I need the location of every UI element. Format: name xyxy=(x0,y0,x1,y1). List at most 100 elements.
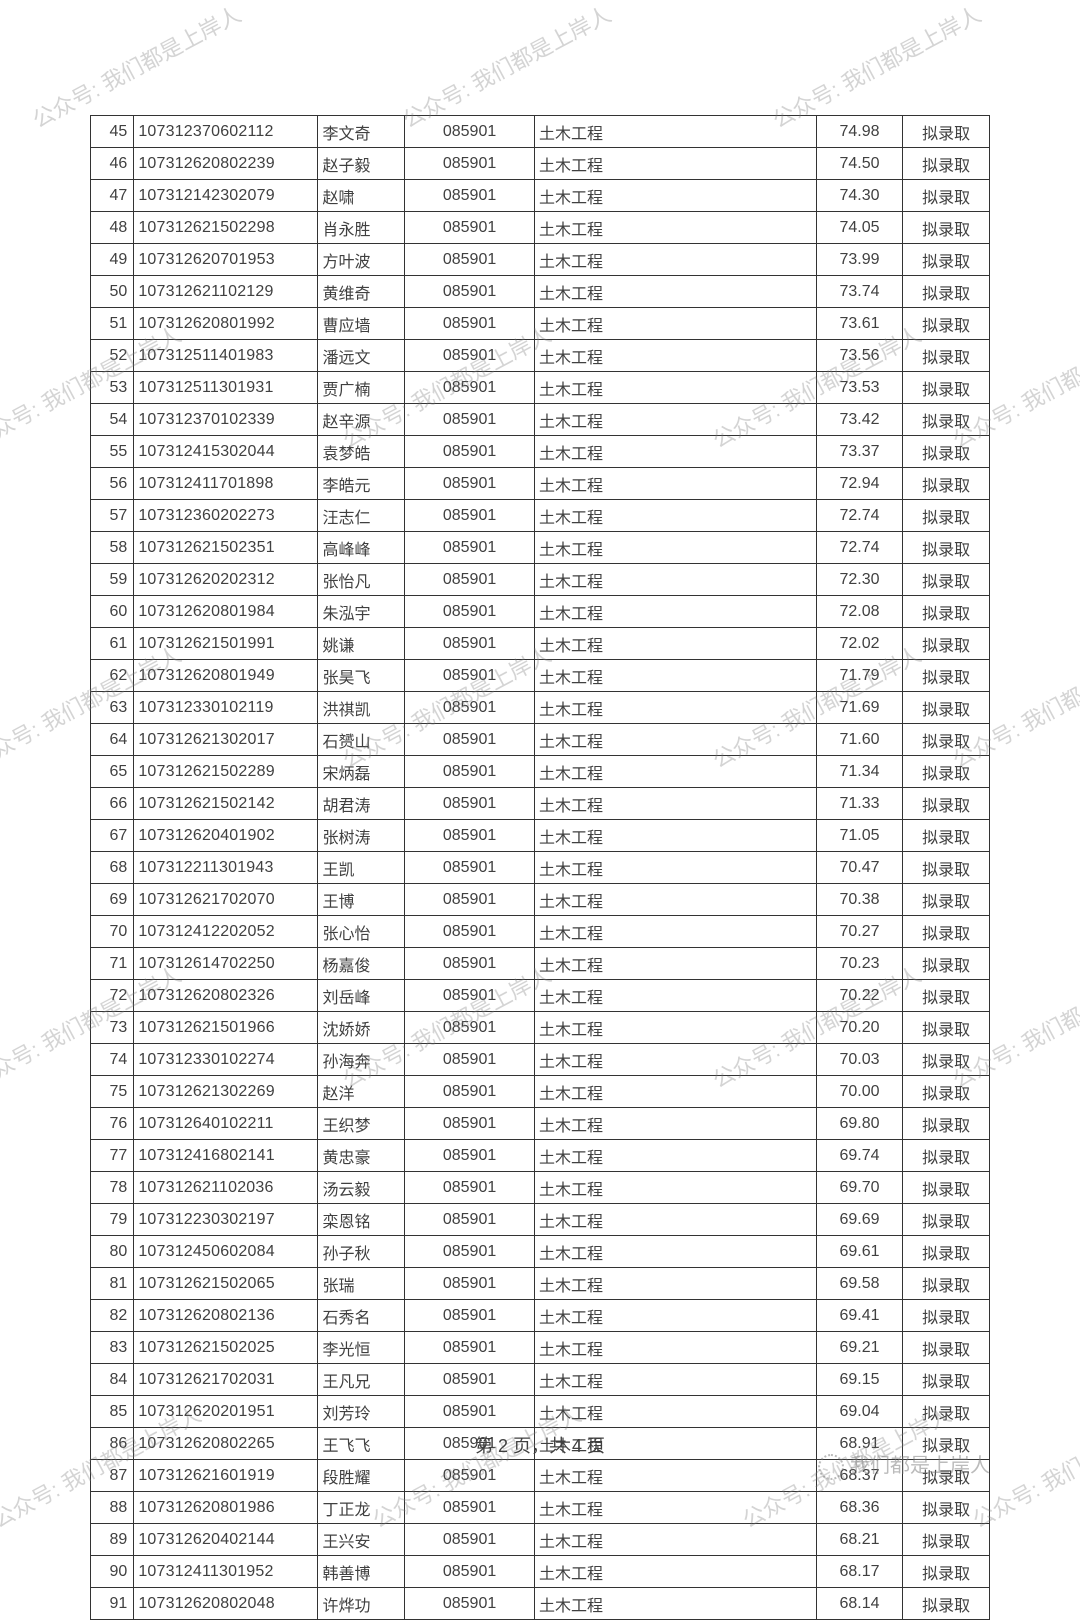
cell-col7: 拟录取 xyxy=(903,852,990,884)
cell-col7: 拟录取 xyxy=(903,1556,990,1588)
cell-col5: 土木工程 xyxy=(535,596,817,628)
cell-col1: 78 xyxy=(91,1172,134,1204)
cell-col6: 72.08 xyxy=(816,596,903,628)
table-row: 69107312621702070王博085901土木工程70.38拟录取 xyxy=(91,884,990,916)
cell-col2: 107312614702250 xyxy=(134,948,318,980)
cell-col3: 张心怡 xyxy=(318,916,405,948)
cell-col6: 68.36 xyxy=(816,1492,903,1524)
cell-col3: 朱泓宇 xyxy=(318,596,405,628)
cell-col3: 汤云毅 xyxy=(318,1172,405,1204)
cell-col5: 土木工程 xyxy=(535,1236,817,1268)
watermark-logo: 我们都是上岸人 xyxy=(818,1449,990,1480)
cell-col6: 71.60 xyxy=(816,724,903,756)
cell-col7: 拟录取 xyxy=(903,884,990,916)
table-row: 79107312230302197栾恩铭085901土木工程69.69拟录取 xyxy=(91,1204,990,1236)
cell-col1: 79 xyxy=(91,1204,134,1236)
logo-text: 我们都是上岸人 xyxy=(850,1455,990,1477)
cell-col1: 55 xyxy=(91,436,134,468)
cell-col6: 69.58 xyxy=(816,1268,903,1300)
cell-col1: 64 xyxy=(91,724,134,756)
cell-col3: 王兴安 xyxy=(318,1524,405,1556)
cell-col4: 085901 xyxy=(405,1044,535,1076)
table-row: 76107312640102211王织梦085901土木工程69.80拟录取 xyxy=(91,1108,990,1140)
cell-col2: 107312620201951 xyxy=(134,1396,318,1428)
cell-col2: 107312416802141 xyxy=(134,1140,318,1172)
cell-col5: 土木工程 xyxy=(535,948,817,980)
cell-col7: 拟录取 xyxy=(903,564,990,596)
cell-col7: 拟录取 xyxy=(903,116,990,148)
cell-col4: 085901 xyxy=(405,404,535,436)
cell-col4: 085901 xyxy=(405,180,535,212)
cell-col6: 68.14 xyxy=(816,1588,903,1620)
cell-col1: 46 xyxy=(91,148,134,180)
cell-col7: 拟录取 xyxy=(903,916,990,948)
cell-col2: 107312620802326 xyxy=(134,980,318,1012)
cell-col3: 刘岳峰 xyxy=(318,980,405,1012)
cell-col2: 107312621502065 xyxy=(134,1268,318,1300)
logo-icon xyxy=(818,1454,844,1480)
table-row: 66107312621502142胡君涛085901土木工程71.33拟录取 xyxy=(91,788,990,820)
table-row: 46107312620802239赵子毅085901土木工程74.50拟录取 xyxy=(91,148,990,180)
cell-col7: 拟录取 xyxy=(903,308,990,340)
cell-col1: 82 xyxy=(91,1300,134,1332)
cell-col3: 孙子秋 xyxy=(318,1236,405,1268)
cell-col7: 拟录取 xyxy=(903,1172,990,1204)
cell-col5: 土木工程 xyxy=(535,660,817,692)
cell-col7: 拟录取 xyxy=(903,820,990,852)
cell-col4: 085901 xyxy=(405,1172,535,1204)
cell-col7: 拟录取 xyxy=(903,692,990,724)
footer-text: 第 2 页，共 4 页 xyxy=(475,1436,605,1456)
table-row: 57107312360202273汪志仁085901土木工程72.74拟录取 xyxy=(91,500,990,532)
cell-col4: 085901 xyxy=(405,148,535,180)
cell-col6: 70.27 xyxy=(816,916,903,948)
cell-col4: 085901 xyxy=(405,532,535,564)
cell-col1: 90 xyxy=(91,1556,134,1588)
cell-col6: 71.34 xyxy=(816,756,903,788)
table-row: 63107312330102119洪祺凯085901土木工程71.69拟录取 xyxy=(91,692,990,724)
cell-col6: 70.38 xyxy=(816,884,903,916)
table-row: 73107312621501966沈娇娇085901土木工程70.20拟录取 xyxy=(91,1012,990,1044)
cell-col7: 拟录取 xyxy=(903,1012,990,1044)
cell-col4: 085901 xyxy=(405,1364,535,1396)
cell-col7: 拟录取 xyxy=(903,1108,990,1140)
table-row: 56107312411701898李皓元085901土木工程72.94拟录取 xyxy=(91,468,990,500)
cell-col5: 土木工程 xyxy=(535,1460,817,1492)
cell-col4: 085901 xyxy=(405,372,535,404)
cell-col1: 80 xyxy=(91,1236,134,1268)
cell-col5: 土木工程 xyxy=(535,788,817,820)
cell-col5: 土木工程 xyxy=(535,692,817,724)
table-row: 72107312620802326刘岳峰085901土木工程70.22拟录取 xyxy=(91,980,990,1012)
cell-col5: 土木工程 xyxy=(535,148,817,180)
table-row: 91107312620802048许烨功085901土木工程68.14拟录取 xyxy=(91,1588,990,1620)
cell-col7: 拟录取 xyxy=(903,1332,990,1364)
cell-col1: 57 xyxy=(91,500,134,532)
table-row: 68107312211301943王凯085901土木工程70.47拟录取 xyxy=(91,852,990,884)
cell-col3: 方叶波 xyxy=(318,244,405,276)
cell-col5: 土木工程 xyxy=(535,756,817,788)
cell-col4: 085901 xyxy=(405,948,535,980)
cell-col5: 土木工程 xyxy=(535,1556,817,1588)
cell-col1: 53 xyxy=(91,372,134,404)
cell-col6: 74.50 xyxy=(816,148,903,180)
cell-col5: 土木工程 xyxy=(535,1012,817,1044)
cell-col6: 69.61 xyxy=(816,1236,903,1268)
table-row: 50107312621102129黄维奇085901土木工程73.74拟录取 xyxy=(91,276,990,308)
cell-col6: 72.30 xyxy=(816,564,903,596)
cell-col3: 袁梦皓 xyxy=(318,436,405,468)
cell-col5: 土木工程 xyxy=(535,116,817,148)
cell-col4: 085901 xyxy=(405,1140,535,1172)
cell-col2: 107312621502142 xyxy=(134,788,318,820)
cell-col2: 107312142302079 xyxy=(134,180,318,212)
cell-col7: 拟录取 xyxy=(903,1588,990,1620)
cell-col2: 107312620801992 xyxy=(134,308,318,340)
cell-col6: 73.99 xyxy=(816,244,903,276)
cell-col4: 085901 xyxy=(405,1268,535,1300)
cell-col2: 107312620801986 xyxy=(134,1492,318,1524)
cell-col1: 49 xyxy=(91,244,134,276)
cell-col5: 土木工程 xyxy=(535,500,817,532)
cell-col7: 拟录取 xyxy=(903,1076,990,1108)
cell-col5: 土木工程 xyxy=(535,1588,817,1620)
table-row: 45107312370602112李文奇085901土木工程74.98拟录取 xyxy=(91,116,990,148)
cell-col3: 张树涛 xyxy=(318,820,405,852)
cell-col2: 107312621102036 xyxy=(134,1172,318,1204)
